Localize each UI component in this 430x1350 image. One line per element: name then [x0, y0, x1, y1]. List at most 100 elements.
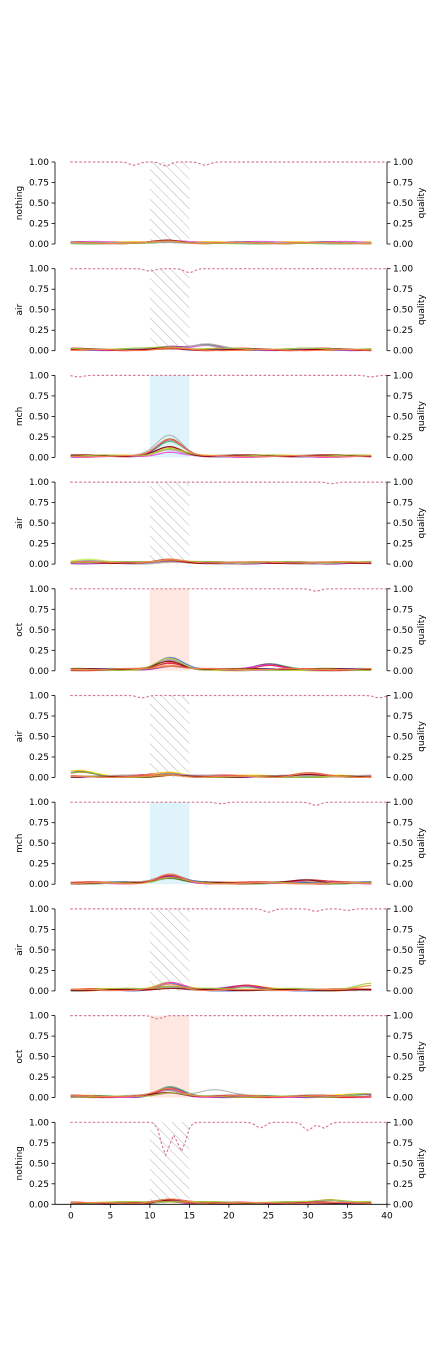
y-tick-label-left: 0.50 [29, 1159, 49, 1169]
y-tick-label-right: 0.50 [393, 839, 413, 849]
y-tick-label-right: 1.00 [393, 158, 413, 168]
quality-ylabel: quality [417, 400, 427, 431]
stimulus-window-hatched [149, 1122, 190, 1205]
y-tick-label-right: 0.25 [393, 1180, 413, 1190]
panel-ylabel: oct [15, 622, 25, 636]
panel-8: 0.00 0.00 0.25 0.25 0.50 0.50 0.75 0.75 1.00 1.00… [15, 905, 427, 997]
y-tick-label-left: 1.00 [29, 371, 49, 381]
y-tick-label-left: 0.75 [29, 819, 49, 829]
y-tick-label-right: 1.00 [393, 905, 413, 915]
y-tick-label-left: 0.00 [29, 880, 49, 890]
y-tick-label-right: 0.75 [393, 925, 413, 935]
y-tick-label-right: 0.25 [393, 646, 413, 656]
y-tick-label-right: 0.00 [393, 240, 413, 250]
response-trace-5 [70, 440, 372, 457]
y-tick-label-right: 0.25 [393, 860, 413, 870]
y-tick-label-left: 1.00 [29, 478, 49, 488]
y-tick-label-left: 0.00 [29, 987, 49, 997]
quality-line [70, 268, 388, 274]
y-tick-label-right: 1.00 [393, 1012, 413, 1022]
quality-ylabel: quality [417, 614, 427, 645]
quality-ylabel: quality [417, 1147, 427, 1178]
response-trace-14 [70, 1198, 372, 1205]
y-tick-label-right: 1.00 [393, 371, 413, 381]
panel-ylabel: nothing [15, 1146, 25, 1180]
quality-line [70, 1121, 388, 1157]
y-tick-label-right: 0.25 [393, 753, 413, 763]
y-tick-label-left: 0.75 [29, 712, 49, 722]
y-tick-label-left: 1.00 [29, 158, 49, 168]
small-multiples-grid: 0.00 0.00 0.25 0.25 0.50 0.50 0.75 0.75 1.00 1.00… [15, 158, 427, 1221]
response-trace-13 [70, 1199, 372, 1204]
y-tick-label-right: 0.50 [393, 412, 413, 422]
y-tick-label-left: 0.75 [29, 499, 49, 509]
x-tick-label: 5 [107, 1211, 113, 1221]
response-trace-14 [70, 438, 372, 458]
quality-ylabel: quality [417, 934, 427, 965]
y-tick-label-left: 0.25 [29, 326, 49, 336]
y-tick-label-left: 1.00 [29, 905, 49, 915]
y-tick-label-right: 0.50 [393, 1053, 413, 1063]
y-tick-label-left: 0.75 [29, 1139, 49, 1149]
response-trace-4 [70, 437, 372, 458]
response-trace-9 [70, 434, 372, 457]
y-tick-label-left: 0.50 [29, 519, 49, 529]
panel-1: 0.00 0.00 0.25 0.25 0.50 0.50 0.75 0.75 1.00 1.00… [15, 158, 427, 250]
quality-line [70, 374, 388, 378]
y-tick-label-left: 1.00 [29, 1012, 49, 1022]
y-tick-label-left: 0.50 [29, 199, 49, 209]
y-tick-label-right: 0.75 [393, 179, 413, 189]
y-tick-label-right: 0.00 [393, 667, 413, 677]
y-tick-label-left: 1.00 [29, 798, 49, 808]
y-tick-label-left: 0.25 [29, 646, 49, 656]
y-tick-label-right: 0.00 [393, 880, 413, 890]
y-tick-label-right: 1.00 [393, 585, 413, 595]
y-tick-label-left: 1.00 [29, 692, 49, 702]
y-tick-label-right: 0.75 [393, 1139, 413, 1149]
x-tick-label: 35 [342, 1211, 353, 1221]
panel-2: 0.00 0.00 0.25 0.25 0.50 0.50 0.75 0.75 1.00 1.00… [15, 265, 427, 357]
y-tick-label-left: 0.50 [29, 1053, 49, 1063]
y-tick-label-right: 0.50 [393, 733, 413, 743]
y-tick-label-left: 0.25 [29, 540, 49, 550]
y-tick-label-right: 0.75 [393, 819, 413, 829]
quality-ylabel: quality [417, 294, 427, 325]
quality-line [70, 1014, 388, 1020]
y-tick-label-left: 1.00 [29, 1118, 49, 1128]
quality-line [70, 481, 388, 485]
y-tick-label-right: 0.75 [393, 712, 413, 722]
quality-ylabel: quality [417, 507, 427, 538]
response-trace-14 [70, 558, 372, 564]
y-tick-label-right: 0.50 [393, 199, 413, 209]
panel-7: 0.00 0.00 0.25 0.25 0.50 0.50 0.75 0.75 1.00 1.00… [15, 798, 427, 890]
y-tick-label-left: 0.50 [29, 839, 49, 849]
y-tick-label-left: 0.00 [29, 774, 49, 784]
stimulus-window-hatched [149, 695, 190, 778]
response-trace-14 [70, 240, 372, 245]
response-trace-14 [70, 347, 372, 352]
response-trace-14 [70, 1087, 372, 1098]
stimulus-window-mch [149, 802, 190, 885]
y-tick-label-right: 0.00 [393, 1200, 413, 1210]
y-tick-label-left: 0.25 [29, 1180, 49, 1190]
y-tick-label-right: 1.00 [393, 1118, 413, 1128]
y-tick-label-right: 0.25 [393, 1073, 413, 1083]
y-tick-label-right: 0.75 [393, 392, 413, 402]
y-tick-label-right: 0.00 [393, 774, 413, 784]
x-tick-label: 15 [184, 1211, 195, 1221]
y-tick-label-right: 0.00 [393, 347, 413, 357]
quality-ylabel: quality [417, 720, 427, 751]
y-tick-label-left: 1.00 [29, 265, 49, 275]
y-tick-label-left: 0.75 [29, 1032, 49, 1042]
panel-ylabel: air [15, 304, 25, 316]
y-tick-label-right: 0.25 [393, 326, 413, 336]
panel-ylabel: mch [15, 833, 25, 852]
y-tick-label-right: 0.25 [393, 433, 413, 443]
y-tick-label-right: 0.00 [393, 560, 413, 570]
y-tick-label-left: 0.25 [29, 220, 49, 230]
y-tick-label-left: 0.75 [29, 605, 49, 615]
y-tick-label-left: 0.50 [29, 626, 49, 636]
stimulus-window-hatched [149, 482, 190, 565]
y-tick-label-right: 0.25 [393, 540, 413, 550]
x-tick-label: 30 [302, 1211, 314, 1221]
